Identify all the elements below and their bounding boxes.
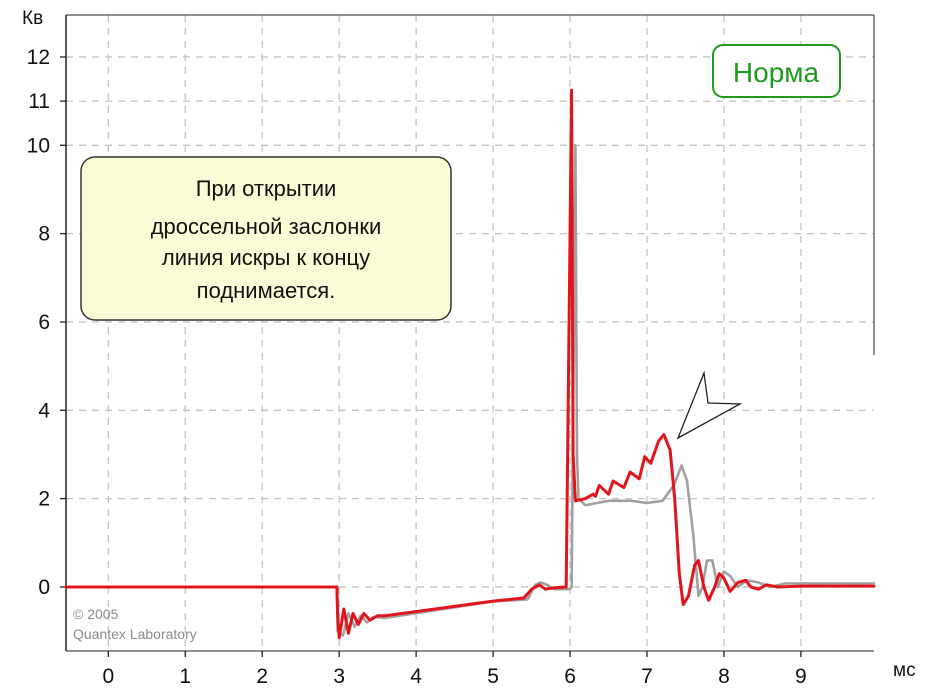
callout-line-1: При открытии (196, 176, 337, 201)
y-tick-label-4: 8 (38, 223, 50, 246)
series-group (64, 88, 876, 640)
x-tick-label-4: 4 (410, 665, 422, 688)
y-tick-label-5: 10 (27, 134, 50, 157)
x-tick-label-1: 1 (179, 665, 191, 688)
x-tick-labels: 0 1 2 3 4 5 6 7 8 9 (102, 651, 807, 688)
x-tick-label-8: 8 (718, 665, 730, 688)
x-tick-label-9: 9 (795, 665, 807, 688)
x-axis-unit: мс (893, 660, 916, 681)
callout-note: При открытии дроссельной заслонки линия … (80, 156, 452, 321)
y-tick-labels: 0 2 4 6 8 10 11 12 (27, 46, 66, 599)
y-tick-label-7: 12 (27, 46, 50, 69)
x-tick-label-7: 7 (641, 665, 653, 688)
plot-area (66, 15, 874, 651)
y-tick-label-2: 4 (38, 399, 50, 422)
y-tick-label-1: 2 (38, 488, 50, 511)
x-tick-label-6: 6 (564, 665, 576, 688)
y-tick-label-6: 11 (28, 90, 50, 113)
callout-line-3: линия искры к концу (162, 245, 370, 270)
copyright-owner: Quantex Laboratory (73, 626, 197, 642)
callout-line-2: дроссельной заслонки (151, 214, 382, 239)
x-tick-label-2: 2 (256, 665, 268, 688)
x-tick-label-3: 3 (333, 665, 345, 688)
status-badge-frame (712, 44, 841, 98)
y-tick-label-3: 6 (38, 311, 50, 334)
callout-line-4: поднимается. (197, 278, 336, 303)
series-line-1 (64, 88, 876, 640)
y-axis-unit: Кв (22, 8, 43, 29)
x-tick-label-5: 5 (487, 665, 499, 688)
status-badge-label: Норма (733, 57, 820, 88)
x-tick-label-0: 0 (102, 665, 114, 688)
grid-lines-horizontal (66, 56, 874, 588)
callout-box (80, 156, 452, 321)
y-tick-label-0: 0 (38, 576, 50, 599)
copyright-year: © 2005 (73, 606, 119, 622)
pointer-arrow-icon (676, 370, 743, 440)
status-badge: Норма (712, 44, 841, 98)
series-line-0 (64, 144, 876, 637)
